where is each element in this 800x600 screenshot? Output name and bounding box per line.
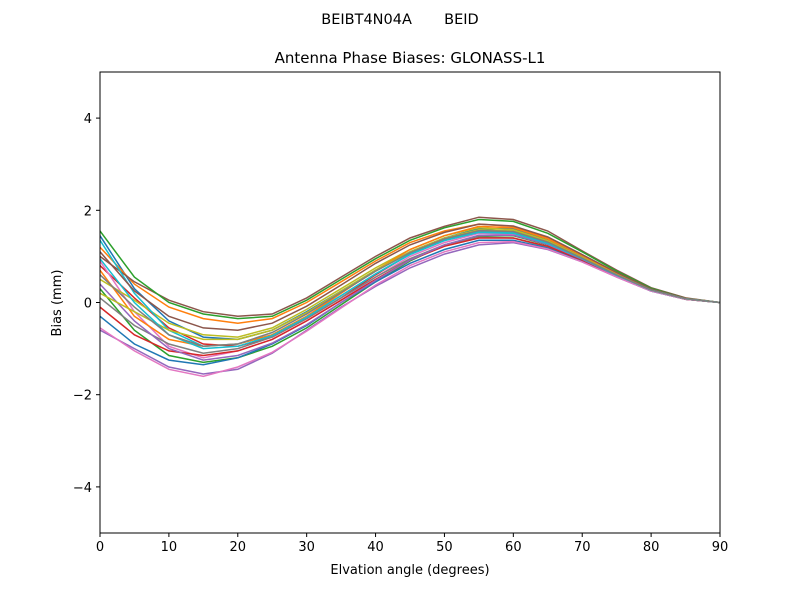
y-tick-label: −2 [73, 389, 92, 404]
series-line-s13 [100, 218, 720, 320]
x-tick-label: 0 [96, 540, 104, 555]
plot-frame [99, 71, 721, 534]
x-tick-label: 70 [574, 540, 591, 555]
series-line-s18 [100, 228, 720, 341]
series-line-s10 [100, 230, 720, 348]
x-tick-label: 60 [505, 540, 522, 555]
series-line-s6 [100, 216, 720, 318]
series-layer [100, 216, 720, 378]
series-line-s16 [100, 223, 720, 331]
y-tick-label: 2 [84, 204, 92, 219]
y-axis: −4 −2 0 2 4 [73, 112, 100, 496]
x-axis: 0 10 20 30 40 50 60 70 80 90 [96, 533, 728, 555]
series-line-s4 [100, 230, 720, 348]
x-tick-label: 20 [230, 540, 247, 555]
x-axis-label: Elvation angle (degrees) [330, 563, 489, 578]
series-line-s20 [100, 229, 720, 348]
x-tick-label: 90 [712, 540, 729, 555]
y-tick-label: 0 [84, 297, 92, 312]
series-line-s17 [100, 240, 720, 378]
x-tick-label: 80 [643, 540, 660, 555]
x-tick-label: 10 [161, 540, 178, 555]
y-tick-label: −4 [73, 481, 92, 496]
suptitle: BEIBT4N04A BEID [321, 12, 478, 28]
chart-title: Antenna Phase Biases: GLONASS-L1 [275, 49, 546, 67]
y-axis-label: Bias (mm) [50, 270, 65, 337]
x-tick-label: 30 [298, 540, 315, 555]
x-tick-label: 50 [436, 540, 453, 555]
y-tick-label: 4 [84, 112, 92, 127]
x-tick-label: 40 [367, 540, 384, 555]
